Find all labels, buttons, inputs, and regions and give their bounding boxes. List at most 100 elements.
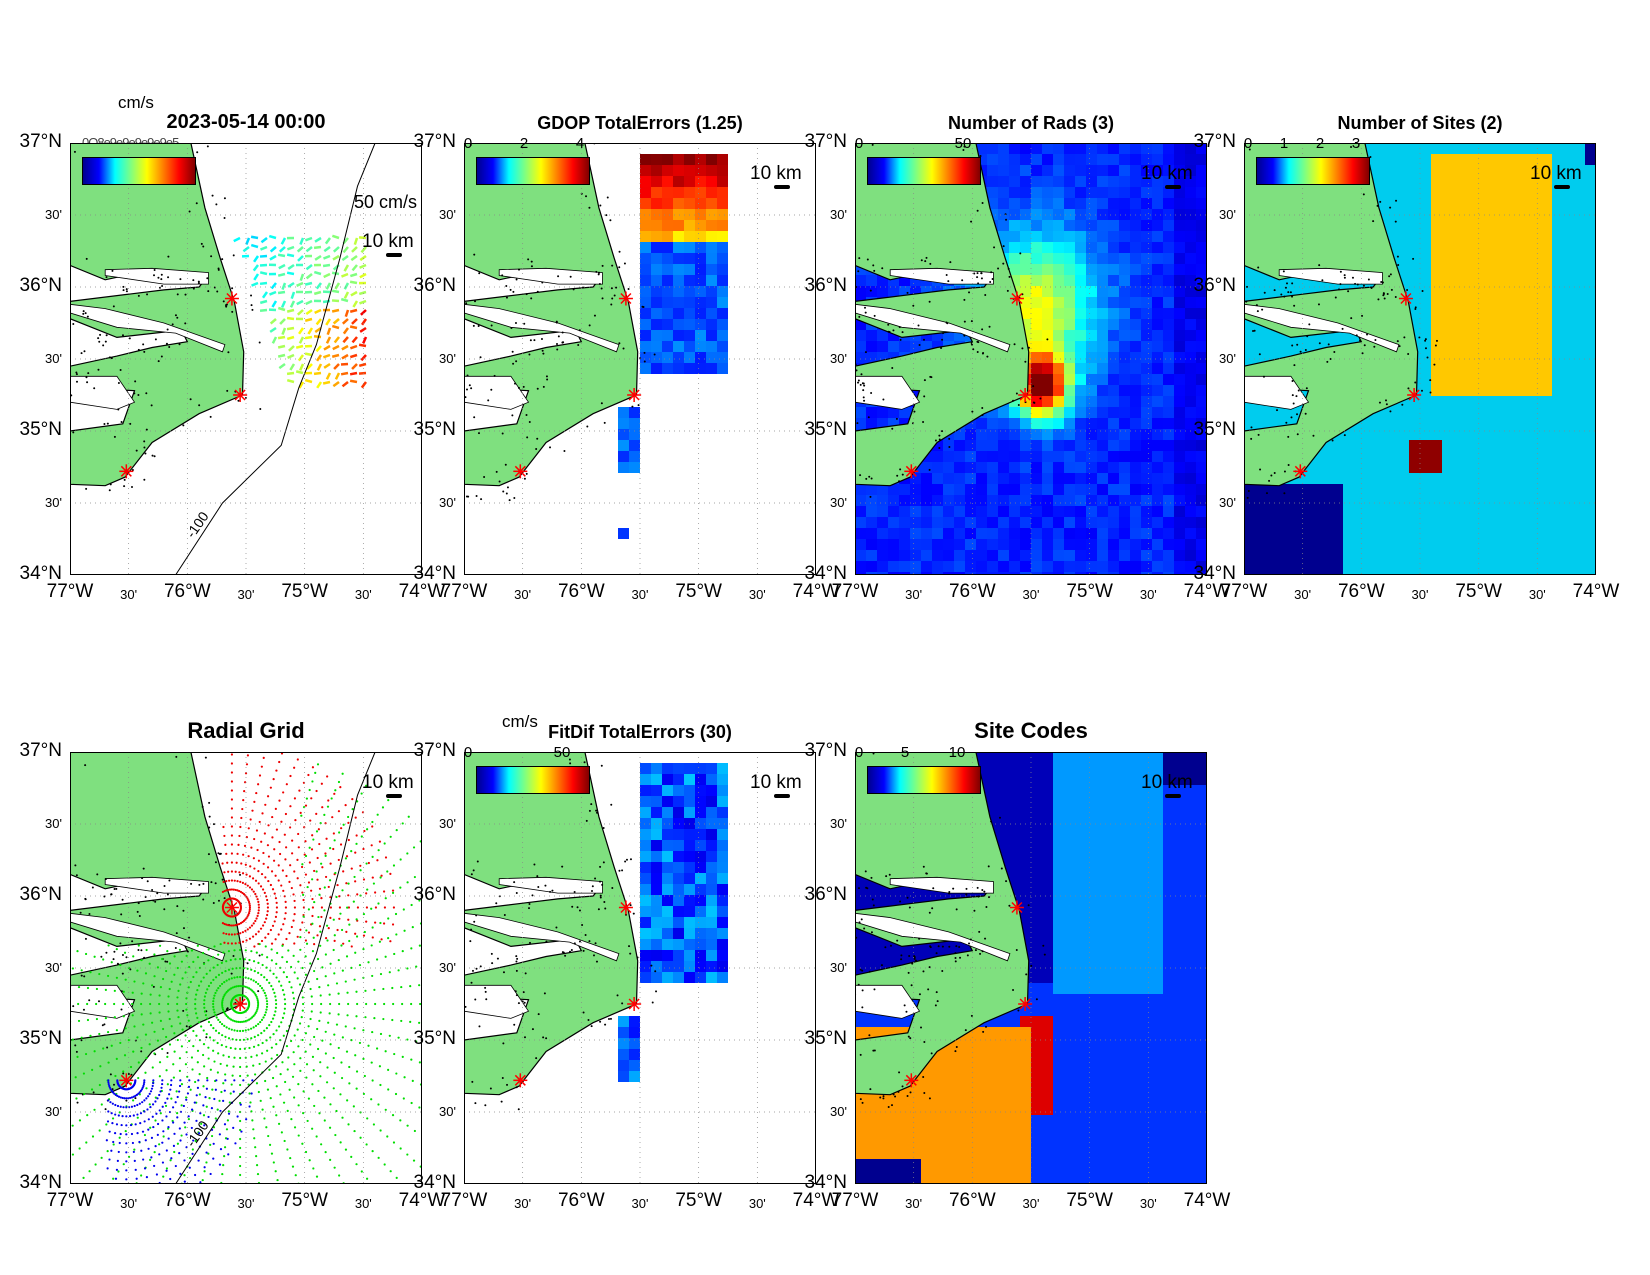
data-cell xyxy=(1475,506,1486,517)
data-cell xyxy=(1075,209,1086,220)
data-cell xyxy=(1108,154,1119,165)
coast-dot xyxy=(1403,336,1406,339)
data-cell xyxy=(1130,341,1141,352)
data-cell xyxy=(1376,418,1387,429)
current-vector xyxy=(326,327,332,336)
data-cell xyxy=(1031,341,1042,352)
lon-tick-label: 30' xyxy=(120,587,138,602)
data-cell xyxy=(1486,209,1497,220)
data-cell xyxy=(1152,319,1163,330)
data-cell xyxy=(954,473,965,484)
current-vector xyxy=(305,308,313,316)
data-cell xyxy=(987,418,998,429)
data-cell xyxy=(1552,572,1563,575)
coast-dot xyxy=(119,942,122,945)
data-cell xyxy=(1508,143,1519,154)
data-cell xyxy=(1552,407,1563,418)
coast-dot xyxy=(83,975,86,978)
coast-dot xyxy=(1273,472,1276,475)
radial-grid-point xyxy=(338,917,341,920)
data-cell xyxy=(1163,550,1174,561)
data-cell xyxy=(1255,550,1266,561)
radial-grid-point xyxy=(220,1022,224,1026)
current-vector xyxy=(332,380,340,388)
radial-grid-point xyxy=(248,987,251,990)
data-cell xyxy=(1277,484,1288,495)
radial-grid-point xyxy=(222,932,225,935)
radial-grid-point xyxy=(238,941,241,944)
data-cell xyxy=(1097,242,1108,253)
radial-grid-point xyxy=(239,932,242,935)
data-cell xyxy=(1486,231,1497,242)
radial-grid-point xyxy=(318,925,322,928)
coast-dot xyxy=(872,264,875,267)
radial-grid-point xyxy=(278,840,281,844)
data-cell xyxy=(1442,341,1453,352)
coast-dot xyxy=(1257,433,1260,436)
radial-grid-point xyxy=(260,1018,264,1021)
data-cell xyxy=(1141,352,1152,363)
radial-grid-point xyxy=(305,1063,309,1066)
radial-grid-point xyxy=(305,1076,308,1079)
current-vector xyxy=(286,326,295,331)
data-cell xyxy=(1141,330,1152,341)
coast-dot xyxy=(1296,343,1299,346)
coast-dot xyxy=(928,468,931,471)
data-cell xyxy=(1244,286,1255,297)
radial-grid-point xyxy=(191,1068,194,1071)
coast-dot xyxy=(104,1108,107,1111)
data-cell xyxy=(1075,275,1086,286)
data-cell xyxy=(1497,473,1508,484)
radial-grid-point xyxy=(244,1029,247,1032)
data-cell xyxy=(1097,396,1108,407)
data-cell xyxy=(1196,165,1207,176)
data-cell xyxy=(695,176,706,187)
data-cell xyxy=(1020,539,1031,550)
data-cell xyxy=(1174,297,1185,308)
data-cell xyxy=(1398,165,1409,176)
data-cell xyxy=(1288,407,1299,418)
data-cell xyxy=(1464,231,1475,242)
data-cell xyxy=(1453,143,1464,154)
coast-dot xyxy=(895,417,898,420)
radial-grid-point xyxy=(347,918,350,921)
coast-dot xyxy=(160,355,163,358)
data-cell xyxy=(899,418,910,429)
data-cell xyxy=(1163,220,1174,231)
data-cell xyxy=(1108,429,1119,440)
data-cell xyxy=(1519,286,1530,297)
data-cell xyxy=(673,209,684,220)
radial-grid-point xyxy=(307,881,311,884)
data-cell xyxy=(1585,561,1596,572)
data-cell xyxy=(1541,275,1552,286)
data-cell xyxy=(998,418,1009,429)
data-cell xyxy=(1163,462,1174,473)
radial-grid-point xyxy=(230,843,234,846)
data-cell xyxy=(1387,451,1398,462)
radial-grid-point xyxy=(225,932,228,936)
data-cell xyxy=(1541,264,1552,275)
radial-grid-point xyxy=(298,983,302,986)
radial-grid-point xyxy=(318,887,322,890)
radial-grid-point xyxy=(250,978,253,981)
data-cell xyxy=(651,319,662,330)
data-cell xyxy=(987,176,998,187)
radial-grid-point xyxy=(194,1080,197,1084)
data-cell xyxy=(1574,187,1585,198)
data-cell xyxy=(1042,528,1053,539)
radial-grid-point xyxy=(144,972,148,975)
data-cell xyxy=(1244,572,1255,575)
coast-dot xyxy=(97,368,100,371)
radial-grid-point xyxy=(166,1055,169,1059)
data-cell xyxy=(1475,330,1486,341)
coast-dot xyxy=(913,410,916,413)
data-cell xyxy=(1119,253,1130,264)
data-cell xyxy=(1585,539,1596,550)
coast-dot xyxy=(1355,334,1358,337)
radial-grid-point xyxy=(275,1002,278,1006)
radial-grid-point xyxy=(267,855,271,858)
data-cell xyxy=(1387,429,1398,440)
data-cell xyxy=(1552,550,1563,561)
data-cell xyxy=(1244,550,1255,561)
data-cell xyxy=(1288,572,1299,575)
